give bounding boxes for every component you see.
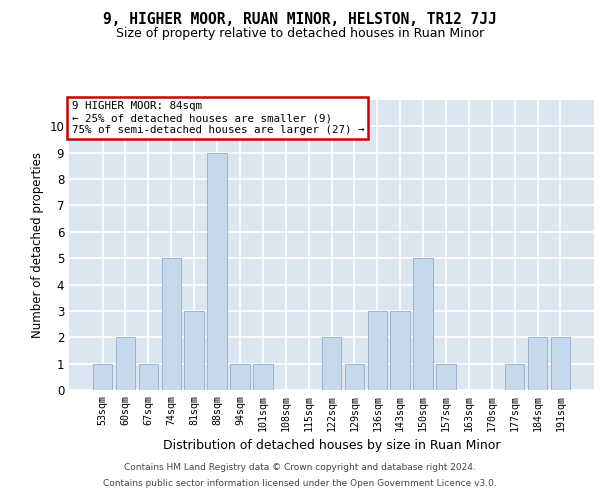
Bar <box>551 338 570 390</box>
X-axis label: Distribution of detached houses by size in Ruan Minor: Distribution of detached houses by size … <box>163 439 500 452</box>
Bar <box>161 258 181 390</box>
Bar <box>436 364 455 390</box>
Bar <box>344 364 364 390</box>
Text: 9, HIGHER MOOR, RUAN MINOR, HELSTON, TR12 7JJ: 9, HIGHER MOOR, RUAN MINOR, HELSTON, TR1… <box>103 12 497 28</box>
Bar <box>413 258 433 390</box>
Bar <box>368 311 387 390</box>
Bar <box>230 364 250 390</box>
Text: Size of property relative to detached houses in Ruan Minor: Size of property relative to detached ho… <box>116 28 484 40</box>
Y-axis label: Number of detached properties: Number of detached properties <box>31 152 44 338</box>
Bar <box>116 338 135 390</box>
Text: Contains public sector information licensed under the Open Government Licence v3: Contains public sector information licen… <box>103 478 497 488</box>
Bar <box>505 364 524 390</box>
Bar <box>528 338 547 390</box>
Bar <box>322 338 341 390</box>
Bar <box>253 364 272 390</box>
Bar <box>93 364 112 390</box>
Bar <box>139 364 158 390</box>
Bar <box>208 152 227 390</box>
Text: 9 HIGHER MOOR: 84sqm
← 25% of detached houses are smaller (9)
75% of semi-detach: 9 HIGHER MOOR: 84sqm ← 25% of detached h… <box>71 102 364 134</box>
Text: Contains HM Land Registry data © Crown copyright and database right 2024.: Contains HM Land Registry data © Crown c… <box>124 464 476 472</box>
Bar <box>391 311 410 390</box>
Bar <box>184 311 204 390</box>
